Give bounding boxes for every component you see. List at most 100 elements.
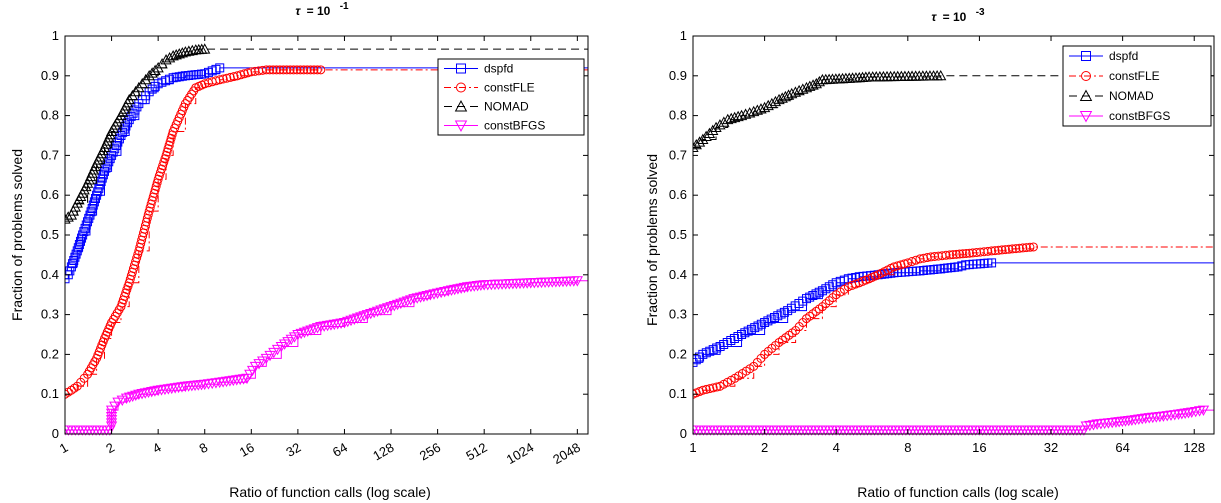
- marker-constFLE: [289, 65, 299, 75]
- title-text: = 10: [943, 10, 967, 24]
- marker-constFLE: [961, 248, 971, 258]
- marker-constBFGS: [109, 401, 121, 412]
- y-axis-label: Fraction of problems solved: [9, 149, 25, 321]
- marker-NOMAD: [725, 112, 737, 124]
- marker-NOMAD: [722, 113, 734, 125]
- marker-constFLE: [919, 253, 929, 263]
- y-tick-label: 0.6: [41, 187, 59, 202]
- marker-constBFGS: [120, 393, 133, 405]
- marker-constFLE: [302, 65, 312, 75]
- marker-constBFGS: [428, 289, 440, 300]
- marker-NOMAD: [186, 44, 198, 56]
- marker-NOMAD: [693, 141, 699, 152]
- marker-constBFGS: [136, 389, 148, 400]
- marker-constBFGS: [328, 319, 340, 331]
- marker-constBFGS: [361, 310, 374, 321]
- marker-constBFGS: [325, 320, 337, 331]
- marker-constBFGS: [382, 303, 394, 314]
- marker-constBFGS: [351, 313, 364, 324]
- marker-dspfd: [760, 318, 770, 328]
- plot-series-group: [693, 69, 1214, 436]
- marker-constFLE: [144, 206, 154, 216]
- marker-dspfd: [817, 286, 827, 296]
- y-tick-label: 0.9: [669, 68, 687, 83]
- marker-constFLE: [1018, 243, 1028, 253]
- marker-dspfd: [722, 337, 732, 347]
- marker-dspfd: [107, 150, 117, 160]
- marker-dspfd: [150, 81, 160, 91]
- series-constFLE: [693, 242, 1214, 399]
- y-tick-label: 0.5: [669, 227, 687, 242]
- marker-constBFGS: [449, 284, 461, 296]
- legend-marker: [1079, 111, 1093, 123]
- marker-constBFGS: [302, 326, 314, 337]
- marker-dspfd: [776, 309, 786, 319]
- marker-constBFGS: [1087, 420, 1100, 431]
- marker-constFLE: [997, 245, 1007, 255]
- marker-constFLE: [150, 185, 160, 195]
- marker-dspfd: [805, 292, 815, 302]
- marker-dspfd: [701, 348, 711, 358]
- marker-constBFGS: [305, 325, 317, 336]
- marker-NOMAD: [199, 43, 211, 54]
- legend-box: [1062, 45, 1212, 127]
- marker-NOMAD: [710, 121, 722, 133]
- x-axis-label: Ratio of function calls (log scale): [857, 484, 1059, 500]
- marker-dspfd: [118, 127, 128, 137]
- marker-dspfd: [763, 316, 773, 326]
- x-tick-label: 64: [1115, 440, 1129, 455]
- x-tick-label: 2: [103, 440, 117, 457]
- plot-series-group: [65, 43, 588, 436]
- legend-entry-constBFGS: constBFGS: [444, 119, 545, 133]
- x-tick-label: 16: [237, 440, 257, 460]
- marker-constBFGS: [260, 353, 272, 365]
- legend: dspfd constFLE NOMAD constBFGS: [437, 58, 585, 136]
- marker-constBFGS: [105, 405, 118, 416]
- marker-constBFGS: [271, 344, 284, 356]
- marker-dspfd: [851, 272, 861, 282]
- marker-constBFGS: [133, 389, 145, 401]
- marker-dspfd: [74, 240, 84, 250]
- marker-NOMAD: [797, 83, 809, 94]
- marker-dspfd: [729, 333, 739, 343]
- y-tick-label: 0.3: [41, 307, 59, 322]
- marker-constFLE: [814, 304, 824, 314]
- marker-constFLE: [229, 72, 239, 82]
- marker-dspfd: [719, 339, 729, 349]
- y-tick-label: 0.1: [41, 386, 59, 401]
- legend-entry-constFLE: constFLE: [1069, 69, 1160, 83]
- legend-entry-constFLE: constFLE: [444, 81, 535, 95]
- title-exponent: -3: [976, 7, 985, 18]
- marker-dspfd: [808, 290, 818, 300]
- marker-NOMAD: [143, 69, 155, 81]
- legend-entry-NOMAD: NOMAD: [444, 100, 529, 114]
- marker-dspfd: [72, 246, 82, 256]
- marker-constFLE: [1000, 245, 1010, 255]
- marker-constFLE: [268, 65, 278, 75]
- marker-constBFGS: [342, 316, 354, 328]
- marker-NOMAD: [700, 130, 712, 141]
- y-tick-label: 1: [680, 28, 687, 43]
- marker-dspfd: [705, 346, 715, 356]
- marker-dspfd: [70, 252, 80, 262]
- marker-dspfd: [85, 210, 95, 220]
- series-NOMAD: [693, 69, 1214, 152]
- title-text: = 10: [307, 4, 331, 18]
- series-NOMAD: [65, 43, 588, 224]
- marker-constBFGS: [338, 318, 351, 329]
- marker-NOMAD: [179, 46, 192, 57]
- chart-tau-1: τ = 10 -1 Fraction of problems solved Ra…: [9, 1, 589, 500]
- marker-constBFGS: [418, 291, 430, 303]
- legend-label: constBFGS: [484, 119, 545, 133]
- y-tick-label: 0.5: [41, 227, 59, 242]
- marker-constFLE: [232, 71, 242, 81]
- marker-constBFGS: [355, 312, 367, 323]
- legend-marker: [456, 82, 466, 93]
- y-tick-label: 0.9: [41, 68, 59, 83]
- marker-dspfd: [96, 177, 106, 187]
- marker-dspfd: [144, 87, 154, 97]
- x-tick-label: 4: [150, 440, 164, 457]
- legend-marker: [1081, 71, 1091, 81]
- marker-constFLE: [306, 65, 316, 75]
- legend-entry-NOMAD: NOMAD: [1069, 89, 1154, 103]
